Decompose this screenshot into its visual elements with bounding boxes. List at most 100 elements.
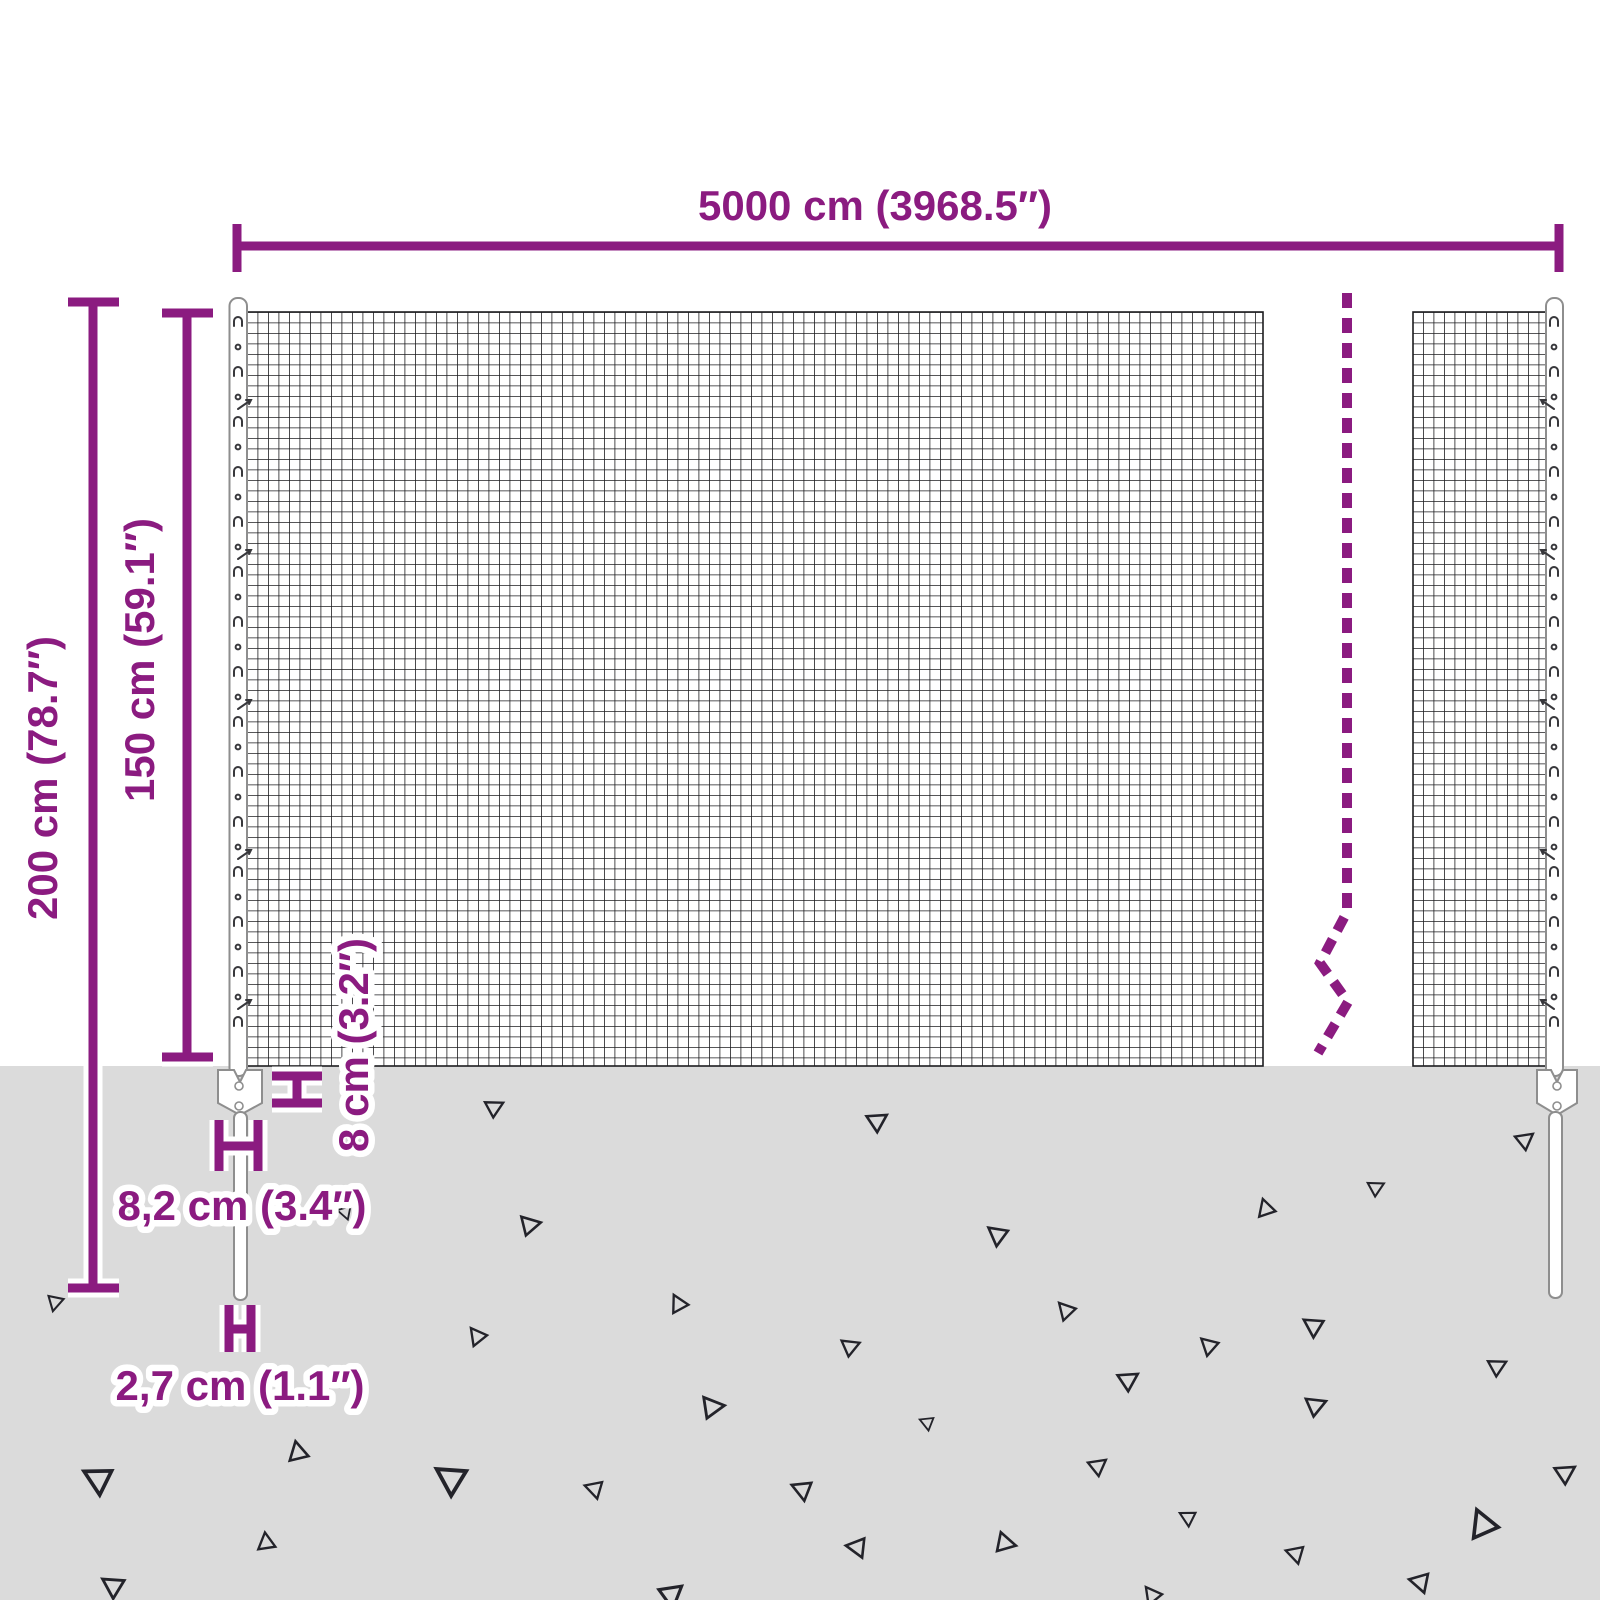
soil-triangle — [843, 1536, 866, 1560]
soil-triangle — [864, 1113, 890, 1135]
post-clip-ring — [1550, 393, 1558, 401]
soil-triangle — [482, 1101, 506, 1120]
post-clip-ring — [234, 393, 242, 401]
post-clip-ring — [234, 993, 242, 1001]
post-clip-ring — [234, 543, 242, 551]
post-clip-ring — [1550, 943, 1558, 951]
dim-label-total-width: 5000 cm (3968.5″) — [698, 182, 1052, 229]
soil-triangle — [433, 1466, 470, 1500]
post-clip-hook — [1549, 966, 1559, 977]
anchor-hole — [234, 1101, 244, 1111]
break-line — [1318, 293, 1348, 1053]
post-clip-ring — [1550, 843, 1558, 851]
post-right-body — [1545, 297, 1564, 1077]
soil-triangle — [1552, 1465, 1578, 1487]
mesh-tie-clip — [1539, 999, 1555, 1010]
dim-label-spike-width: 2,7 cm (1.1″) — [116, 1362, 365, 1409]
soil-triangle — [287, 1438, 311, 1463]
post-clip-ring — [234, 843, 242, 851]
soil-triangle — [47, 1294, 66, 1314]
soil-triangle — [80, 1468, 115, 1499]
soil-triangle — [1512, 1132, 1535, 1153]
post-clip-hook — [1549, 666, 1559, 677]
soil-triangle — [986, 1226, 1011, 1249]
post-clip-ring — [1550, 443, 1558, 451]
post-clip-hook — [233, 966, 243, 977]
soil-triangle — [519, 1214, 544, 1238]
anchor-hole — [1552, 1081, 1562, 1091]
anchor-spike-left — [233, 1111, 248, 1301]
post-clip-hook — [233, 666, 243, 677]
mesh-tie-clip — [237, 399, 253, 410]
post-clip-ring — [1550, 643, 1558, 651]
soil-triangle — [656, 1584, 685, 1600]
anchor-plate-left — [217, 1069, 263, 1117]
post-clip-hook — [1549, 1016, 1559, 1027]
post-clip-hook — [233, 316, 243, 327]
soil-triangle — [256, 1529, 278, 1551]
post-clip-hook — [233, 616, 243, 627]
soil-triangle — [1283, 1545, 1305, 1567]
mesh-panel-right — [1412, 311, 1561, 1067]
soil-triangle — [1485, 1360, 1509, 1379]
soil-triangle — [789, 1481, 814, 1504]
post-clip-hook — [1549, 566, 1559, 577]
post-clip-hook — [233, 566, 243, 577]
soil-triangle — [1471, 1506, 1502, 1541]
anchor-hole — [1552, 1101, 1562, 1111]
soil-triangle — [469, 1326, 490, 1349]
soil-triangles — [47, 1101, 1578, 1600]
post-clip-ring — [1550, 493, 1558, 501]
post-clip-ring — [1550, 343, 1558, 351]
post-clip-ring — [1550, 743, 1558, 751]
post-clip-ring — [1550, 993, 1558, 1001]
post-clip-hook — [1549, 816, 1559, 827]
post-clip-hook — [1549, 866, 1559, 877]
soil-triangle — [839, 1339, 862, 1359]
soil-triangle — [582, 1480, 604, 1502]
post-clip-hook — [233, 716, 243, 727]
post-clip-ring — [1550, 693, 1558, 701]
anchor-hole — [234, 1081, 244, 1091]
post-clip-hook — [1549, 366, 1559, 377]
post-clip-ring — [234, 743, 242, 751]
post-clip-hook — [1549, 516, 1559, 527]
post-clip-ring — [234, 643, 242, 651]
post-clip-hook — [1549, 916, 1559, 927]
post-clip-hook — [233, 466, 243, 477]
post-clip-hook — [1549, 316, 1559, 327]
mesh-tie-clip — [237, 999, 253, 1010]
post-clip-ring — [1550, 793, 1558, 801]
post-clip-ring — [234, 793, 242, 801]
dim-label-anchor-plate-width: 8,2 cm (3.4″) — [118, 1182, 367, 1229]
post-clip-hook — [1549, 616, 1559, 627]
soil-triangle — [1406, 1572, 1430, 1596]
soil-triangle — [335, 1205, 352, 1222]
mesh-tie-clip — [1539, 399, 1555, 410]
dim-label-total-height: 200 cm (78.7″) — [19, 636, 66, 920]
post-clip-hook — [233, 866, 243, 877]
soil-triangle — [1303, 1397, 1329, 1419]
post-clip-hook — [1549, 466, 1559, 477]
soil-triangle — [1199, 1337, 1221, 1359]
dim-label-anchor-plate-height: 8 cm (3.2″) — [330, 938, 377, 1152]
mesh-panel-main — [246, 311, 1264, 1067]
post-clip-hook — [233, 516, 243, 527]
post-clip-hook — [1549, 716, 1559, 727]
post-right-clips — [1539, 316, 1559, 1027]
post-clip-ring — [1550, 543, 1558, 551]
soil-triangle — [1365, 1181, 1386, 1199]
post-clip-ring — [1550, 893, 1558, 901]
soil-triangle — [701, 1395, 728, 1421]
soil-triangle — [995, 1529, 1019, 1553]
anchor-spike-right — [1548, 1111, 1563, 1299]
post-clip-ring — [234, 593, 242, 601]
dim-label-mesh-height: 150 cm (59.1″) — [116, 518, 163, 802]
post-left-clips — [233, 316, 253, 1027]
anchor-plate-right — [1536, 1069, 1578, 1117]
mesh-tie-clip — [1539, 549, 1555, 560]
soil-triangle — [1057, 1301, 1079, 1323]
soil-triangle — [672, 1292, 691, 1316]
post-clip-ring — [1550, 593, 1558, 601]
post-clip-hook — [233, 916, 243, 927]
